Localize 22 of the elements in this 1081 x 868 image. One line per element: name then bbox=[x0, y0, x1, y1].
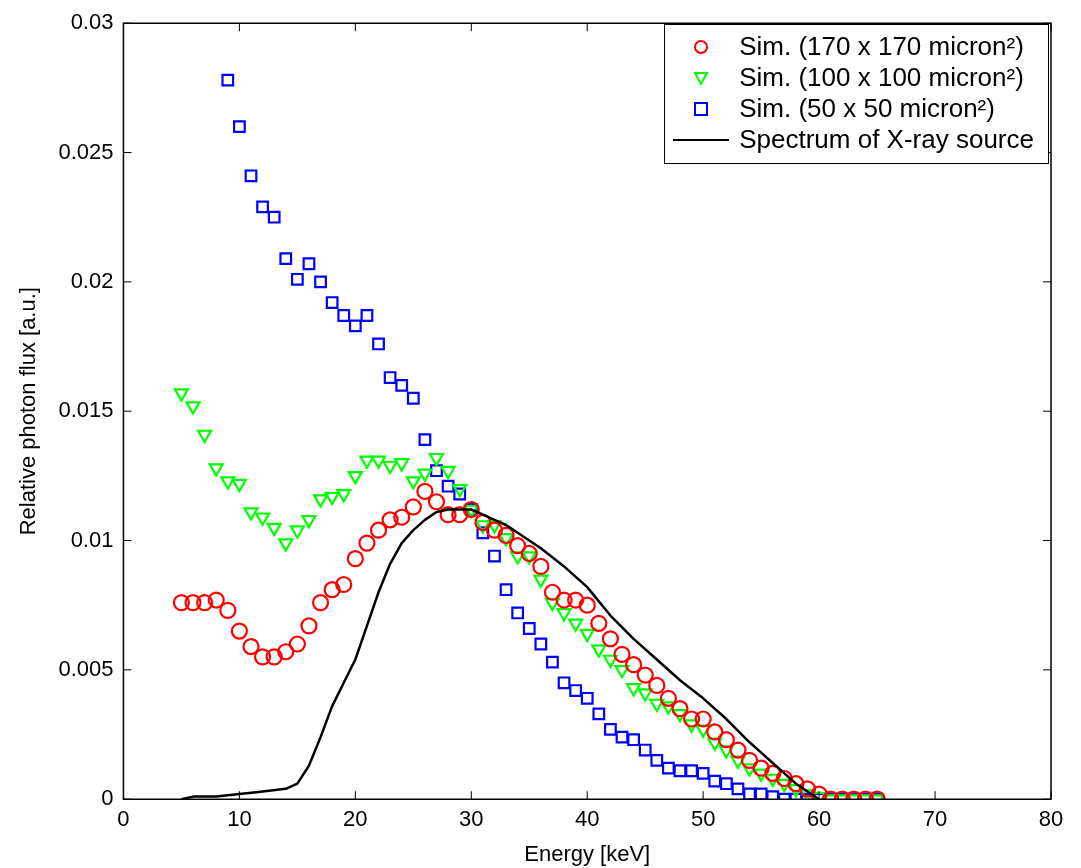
x-tick-label: 60 bbox=[806, 806, 832, 832]
x-tick-label: 50 bbox=[690, 806, 716, 832]
legend-label: Sim. (100 x 100 micron²) bbox=[739, 62, 1024, 93]
legend-label: Spectrum of X-ray source bbox=[739, 124, 1034, 155]
y-tick-label: 0.025 bbox=[58, 138, 114, 164]
x-tick-label: 80 bbox=[1038, 806, 1064, 832]
x-tick-label: 0 bbox=[117, 806, 130, 832]
x-tick-label: 20 bbox=[343, 806, 368, 832]
y-tick-label: 0.015 bbox=[58, 397, 114, 423]
y-tick-label: 0 bbox=[101, 785, 114, 811]
y-tick-label: 0.005 bbox=[58, 655, 114, 681]
x-tick-label: 10 bbox=[227, 806, 252, 832]
legend-label: Sim. (170 x 170 micron²) bbox=[739, 31, 1024, 62]
legend-label: Sim. (50 x 50 micron²) bbox=[739, 93, 995, 124]
x-axis-title: Energy [keV] bbox=[524, 840, 651, 866]
y-tick-label: 0.02 bbox=[70, 267, 114, 293]
x-tick-label: 40 bbox=[574, 806, 600, 832]
y-tick-label: 0.01 bbox=[70, 526, 114, 552]
x-tick-label: 70 bbox=[922, 806, 948, 832]
y-tick-label: 0.03 bbox=[70, 9, 114, 35]
y-axis-title: Relative photon flux [a.u.] bbox=[15, 287, 41, 536]
x-tick-label: 30 bbox=[459, 806, 484, 832]
